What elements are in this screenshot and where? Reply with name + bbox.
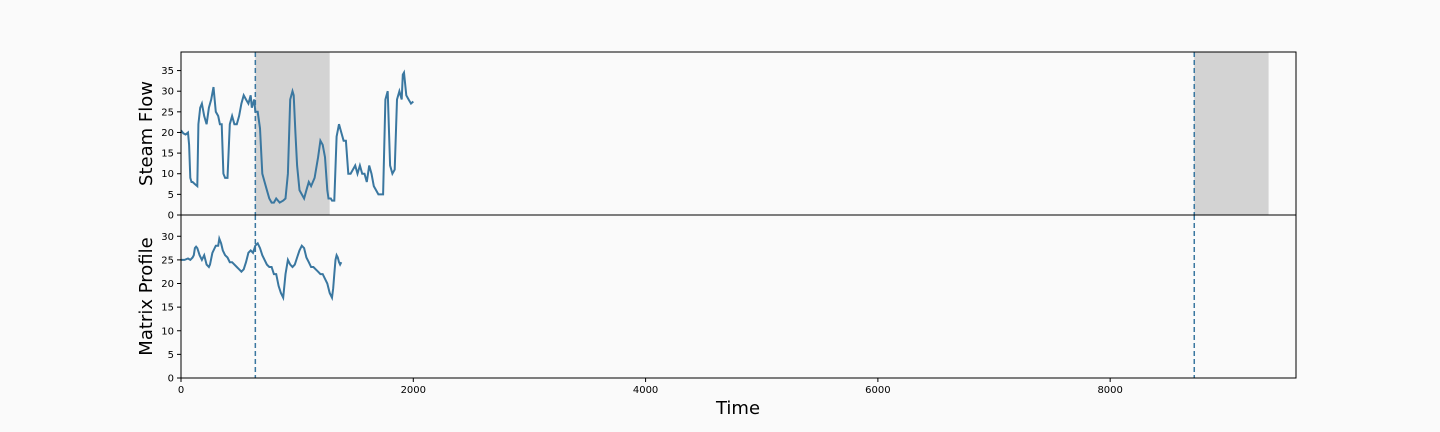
steam-flow-ytick-label-15: 15 xyxy=(161,149,174,160)
steam-flow-shaded-region-1 xyxy=(1194,52,1269,215)
xtick-label-6000: 6000 xyxy=(865,385,890,396)
matrix-profile-ytick-label-20: 20 xyxy=(161,279,174,290)
steam-flow-ytick-label-35: 35 xyxy=(161,66,174,77)
steam-flow-ytick-label-10: 10 xyxy=(161,169,174,180)
matrix-profile-ytick-label-25: 25 xyxy=(161,255,174,266)
xtick-label-0: 0 xyxy=(178,385,184,396)
matrix-profile-ytick-label-5: 5 xyxy=(168,350,174,361)
steam-flow-ytick-label-30: 30 xyxy=(161,87,174,98)
matrix-profile-ytick-label-15: 15 xyxy=(161,303,174,314)
time-xlabel: Time xyxy=(715,398,760,419)
matrix-profile-ytick-label-30: 30 xyxy=(161,232,174,243)
steam-flow-series-line xyxy=(180,69,414,204)
steam-flow-ylabel: Steam Flow xyxy=(136,81,157,186)
matrix-profile-panel: 0 5 10 15 20 25 30 0 2000 4000 6000 8000 Matrix Pr… xyxy=(136,214,1297,419)
steam-flow-ytick-label-0: 0 xyxy=(168,211,174,222)
matrix-profile-series-line xyxy=(181,234,343,302)
steam-flow-ytick-label-25: 25 xyxy=(161,107,174,118)
steam-flow-ytick-label-5: 5 xyxy=(168,190,174,201)
matrix-profile-ylabel: Matrix Profile xyxy=(136,237,157,355)
matrix-profile-ytick-label-0: 0 xyxy=(168,374,174,385)
matrix-profile-axes-frame xyxy=(180,214,1297,379)
matrix-profile-ytick-label-10: 10 xyxy=(161,326,174,337)
steam-flow-panel: 0 5 10 15 20 25 30 35 Steam Flow xyxy=(136,51,1297,222)
xtick-label-4000: 4000 xyxy=(633,385,658,396)
steam-flow-ytick-label-20: 20 xyxy=(161,128,174,139)
steam-flow-axes-frame xyxy=(180,51,1297,216)
steam-flow-shaded-region-0 xyxy=(255,52,330,215)
xtick-label-8000: 8000 xyxy=(1097,385,1122,396)
xtick-label-2000: 2000 xyxy=(401,385,426,396)
